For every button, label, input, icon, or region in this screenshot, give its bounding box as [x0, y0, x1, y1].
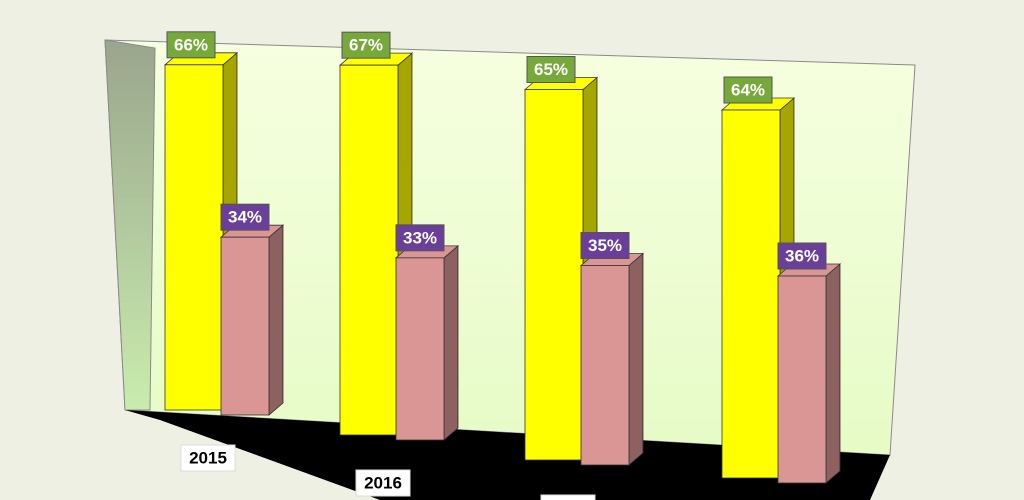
bar-side-shade [269, 225, 283, 415]
bar [164, 64, 224, 411]
bar-group: 36% [776, 242, 842, 484]
bar [777, 275, 827, 484]
value-label-box [220, 203, 270, 231]
x-tick-label-box [355, 469, 411, 497]
value-label-box [166, 31, 216, 59]
bar-side-shade [629, 253, 643, 465]
x-tick-label: 2016 [364, 473, 402, 492]
x-tick-label-box [540, 494, 596, 500]
value-label-box [777, 242, 827, 270]
bar [220, 236, 270, 416]
bar [339, 64, 399, 436]
bar-side-shade [444, 245, 458, 440]
value-label: 33% [403, 228, 437, 247]
x-tick-label: 2015 [189, 448, 227, 467]
value-label: 65% [534, 60, 568, 79]
value-label: 66% [174, 35, 208, 54]
bar-group: 33% [394, 224, 460, 441]
bar-group: 34% [219, 203, 285, 416]
bar-group: 35% [579, 232, 645, 466]
value-label: 34% [228, 208, 262, 227]
bar [580, 265, 630, 466]
x-tick-label: 2017 [549, 498, 587, 500]
plot: 66% 34% 2015 67% 33% 2016 65% 35% 2017 64% 36% [163, 31, 842, 500]
value-label-box [395, 224, 445, 252]
bar-group: 64% [720, 76, 796, 479]
value-label-box [341, 31, 391, 59]
value-label: 35% [588, 236, 622, 255]
side-wall [104, 39, 156, 411]
floor [125, 410, 890, 500]
bar [721, 109, 781, 479]
bar-side-shade [826, 264, 840, 483]
value-label: 64% [731, 80, 765, 99]
bar [524, 89, 584, 461]
value-label: 36% [785, 246, 819, 265]
value-label-box [526, 56, 576, 83]
x-tick-label-box [180, 444, 236, 472]
bar [395, 257, 445, 441]
value-label: 67% [349, 36, 383, 55]
value-label-box [723, 76, 773, 104]
value-label-box [580, 232, 630, 259]
